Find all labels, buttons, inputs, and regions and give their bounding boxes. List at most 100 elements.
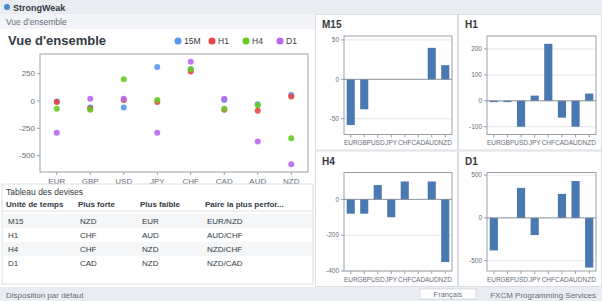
x-tick-label: USD [514,276,528,283]
x-tick [431,135,432,138]
zero-line [344,79,452,80]
x-tick [364,271,365,274]
y-tick-label: 250 [22,69,36,78]
x-tick [291,172,292,175]
plot-marks [344,181,452,262]
table-cell: NZD/CAD [207,259,243,268]
legend-label: D1 [286,36,297,46]
legend-label: H4 [252,36,263,46]
x-tick [561,135,562,138]
footer-bar [0,287,602,301]
bar [585,94,593,101]
y-tick-label: 200 [471,45,482,52]
x-tick-label: CHF [398,139,411,146]
grid-line [344,39,452,40]
x-tick-label: NZD [439,139,453,146]
title: Vue d'ensemble [8,33,106,48]
scatter-point [188,66,194,72]
table-cell: H1 [8,231,19,240]
x-tick-label: CHF [542,139,555,146]
x-tick [418,271,419,274]
x-tick [377,271,378,274]
table-frame [2,184,313,284]
plot-marks [344,48,452,125]
table-row-band [3,242,312,256]
x-tick [350,135,351,138]
x-tick-label: CAD [411,276,425,283]
grid-line [487,217,596,218]
table-cell: M15 [8,217,24,226]
bar [347,199,355,213]
plot-marks [487,44,596,127]
x-tick [561,271,562,274]
scatter-point [54,106,60,112]
x-tick [589,135,590,138]
grid-line [344,118,452,119]
scatter-point [54,99,60,105]
scatter-point [121,76,127,82]
footer-text: Français [434,290,463,299]
table-cell: NZD/CHF [207,245,242,254]
grid-line [344,79,452,80]
window-title: StrongWeak [13,3,66,13]
x-tick-label: GBP [501,139,515,146]
bar [517,188,525,218]
title-bar [0,0,602,14]
y-tick-label: -100 [469,123,482,130]
x-tick [589,271,590,274]
x-tick [431,271,432,274]
table-row-band [3,214,312,228]
x-tick [521,135,522,138]
x-tick [56,172,57,175]
grid-line [487,74,596,75]
table-cell: NZD [80,217,97,226]
x-tick-label: AUD [569,139,583,146]
y-tick-label: -200 [326,231,339,238]
x-tick-label: USD [371,139,385,146]
dashboard: Vue d’ensembleVue d'ensemble15MH1H4D1-50… [0,0,602,301]
y-tick-label: 500 [471,171,482,178]
bar [441,199,449,262]
bar [558,194,566,218]
scatter-point [154,130,160,136]
bar-panel: H4-400-2000EURGBPUSDJPYCHFCADAUDNZD [316,151,458,287]
legend-swatch [175,38,182,45]
x-tick [123,172,124,175]
scatter-point [54,130,60,136]
language-button[interactable] [420,289,476,299]
y-tick-label: -500 [469,257,482,264]
bar [585,218,593,268]
y-tick-label: 0 [478,214,482,221]
bar [571,181,579,218]
x-tick-label: EUR [487,276,501,283]
background [0,0,602,301]
y-tick-label: 0 [335,76,339,83]
bar [387,199,395,217]
footer-text: Disposition par défaut [6,291,84,300]
grid-line [487,48,596,49]
x-tick-label: JPY [385,139,398,146]
bar [360,79,368,109]
x-tick-label: NZD [439,276,453,283]
x-tick [521,271,522,274]
y-tick-label: 0 [31,97,36,106]
plot-frame [40,54,308,172]
scatter-point [255,108,261,114]
bar [441,65,449,79]
table-cell: CHF [80,245,97,254]
table: Tableau des devisesUnité de tempsPlus fo… [2,184,313,284]
x-tick [364,135,365,138]
scatter-point [188,66,194,72]
legend-swatch [209,38,216,45]
plot-frame [487,173,596,272]
x-tick-label: AUD [425,276,439,283]
scatter-point [288,161,294,167]
scatter-point [288,94,294,100]
x-tick-label: GBP [501,276,515,283]
x-tick-label: CAD [555,139,569,146]
legend-swatch [277,38,284,45]
bar [401,181,409,199]
x-tick-label: EUR [344,276,358,283]
title: M15 [322,19,342,30]
legend: 15MH1H4D1 [175,36,298,46]
